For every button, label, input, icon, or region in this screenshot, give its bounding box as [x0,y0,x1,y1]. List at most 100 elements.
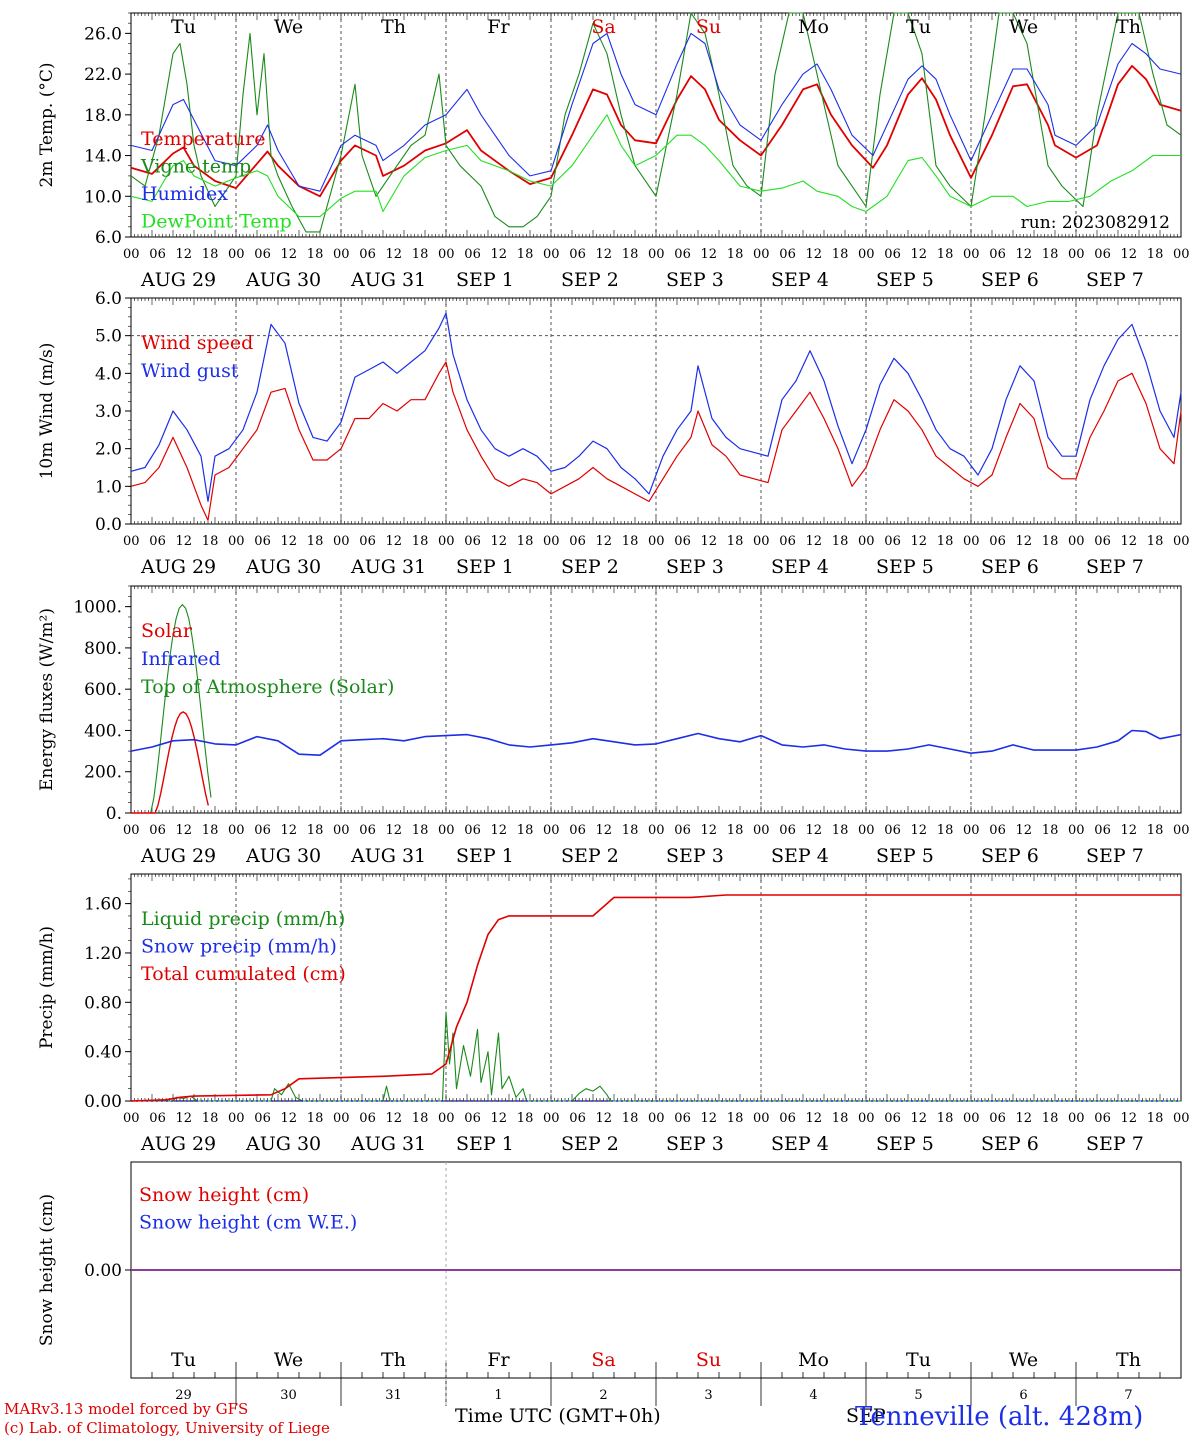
hour-tick-label: 00 [1068,1111,1085,1126]
hour-tick-label: 00 [648,534,665,549]
hour-tick-label: 18 [307,247,324,262]
hour-tick-label: 06 [359,823,376,838]
hour-tick-label: 18 [1042,247,1059,262]
hour-tick-label: 06 [779,247,796,262]
y-tick-label: 10.0 [84,187,122,207]
date-label: SEP 2 [561,269,619,291]
hour-tick-label: 06 [464,247,481,262]
date-label: AUG 31 [350,269,426,291]
hour-tick-label: 12 [701,1111,718,1126]
hour-tick-label: 18 [622,1111,639,1126]
day-number: 4 [809,1388,817,1403]
time-axis-label: Time UTC (GMT+0h) [455,1405,661,1427]
date-label: SEP 3 [666,845,724,867]
hour-tick-label: 00 [1068,534,1085,549]
hour-tick-label: 12 [176,1111,193,1126]
legend-entry: Snow height (cm) [139,1184,309,1206]
y-tick-label: 1.60 [84,895,122,915]
hour-tick-label: 00 [543,1111,560,1126]
hour-tick-label: 12 [491,247,508,262]
legend-entry: Total cumulated (cm) [141,963,346,985]
y-tick-label: 0.00 [84,1092,122,1112]
hour-tick-label: 06 [989,823,1006,838]
hour-tick-label: 06 [464,823,481,838]
hour-tick-label: 00 [543,534,560,549]
hour-tick-label: 12 [701,534,718,549]
hour-tick-label: 12 [1121,1111,1138,1126]
hour-tick-label: 00 [1173,534,1190,549]
hour-tick-label: 18 [727,247,744,262]
day-number: 1 [494,1388,502,1403]
hour-tick-label: 00 [228,534,245,549]
hour-tick-label: 00 [1173,1111,1190,1126]
hour-tick-label: 00 [858,534,875,549]
hour-tick-label: 18 [1147,1111,1164,1126]
hour-tick-label: 00 [228,247,245,262]
hour-tick-label: 06 [149,1111,166,1126]
hour-tick-label: 06 [359,247,376,262]
date-label: SEP 6 [981,269,1039,291]
hour-tick-label: 00 [438,247,455,262]
hour-tick-label: 12 [386,534,403,549]
hour-tick-label: 06 [569,534,586,549]
hour-tick-label: 00 [123,1111,140,1126]
date-label: SEP 2 [561,556,619,578]
date-label: SEP 4 [771,556,829,578]
hour-tick-label: 06 [149,247,166,262]
y-axis-label: Precip (mm/h) [37,926,57,1049]
lab-line: (c) Lab. of Climatology, University of L… [4,1419,330,1437]
hour-tick-label: 18 [517,534,534,549]
y-tick-label: 14.0 [84,147,122,167]
hour-tick-label: 00 [543,247,560,262]
hour-tick-label: 12 [806,534,823,549]
hour-tick-label: 12 [1016,534,1033,549]
hour-tick-label: 06 [254,534,271,549]
hour-tick-label: 00 [228,823,245,838]
day-number: 31 [385,1388,402,1403]
hour-tick-label: 12 [596,534,613,549]
weekday-label: Sa [591,16,615,38]
hour-tick-label: 12 [911,1111,928,1126]
hour-tick-label: 06 [674,1111,691,1126]
weekday-label: Fr [487,1349,510,1371]
date-label: SEP 6 [981,1133,1039,1155]
hour-tick-label: 00 [1068,247,1085,262]
date-label: SEP 7 [1086,845,1144,867]
hour-tick-label: 12 [281,823,298,838]
hour-tick-label: 06 [674,823,691,838]
hour-tick-label: 18 [412,823,429,838]
day-number: 6 [1019,1388,1027,1403]
legend-entry: Wind gust [141,360,239,382]
hour-tick-label: 18 [1147,534,1164,549]
hour-tick-label: 12 [1121,247,1138,262]
date-label: AUG 31 [350,556,426,578]
hour-tick-label: 00 [753,823,770,838]
series-line [130,729,1182,756]
y-tick-label: 0.0 [95,515,122,535]
date-label: AUG 29 [140,269,216,291]
hour-tick-label: 00 [123,823,140,838]
hour-tick-label: 00 [543,823,560,838]
hour-tick-label: 12 [806,823,823,838]
date-label: AUG 29 [140,845,216,867]
hour-tick-label: 18 [202,823,219,838]
hour-tick-label: 18 [517,247,534,262]
hour-tick-label: 18 [202,247,219,262]
hour-tick-label: 00 [963,823,980,838]
hour-tick-label: 12 [911,247,928,262]
hour-tick-label: 18 [517,823,534,838]
y-tick-label: 1.20 [84,944,122,964]
hour-tick-label: 12 [176,823,193,838]
model-credit: MARv3.13 model forced by GFS (c) Lab. of… [4,1400,330,1438]
date-label: SEP 5 [876,845,934,867]
series-line [131,711,209,814]
hour-tick-label: 12 [281,1111,298,1126]
hour-tick-label: 12 [806,247,823,262]
weekday-label: Mo [798,16,829,38]
date-label: SEP 5 [876,269,934,291]
hour-tick-label: 00 [333,1111,350,1126]
hour-tick-label: 06 [1094,823,1111,838]
y-tick-label: 4.0 [95,364,122,384]
legend-entry: Snow precip (mm/h) [141,936,337,958]
hour-tick-label: 06 [149,534,166,549]
